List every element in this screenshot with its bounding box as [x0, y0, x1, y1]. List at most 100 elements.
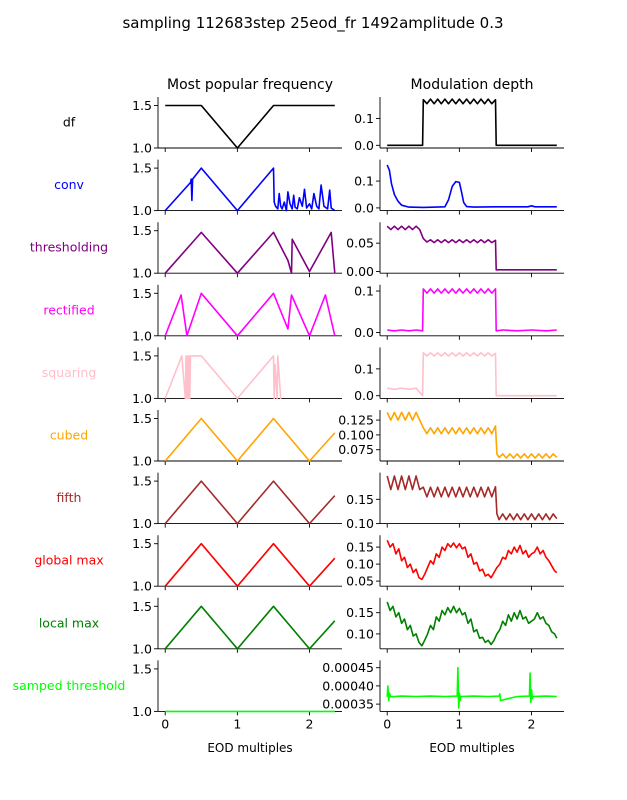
squaring-frequency-ytick-label: 1.0: [132, 391, 152, 406]
samped-threshold-depth-ytick-label: 0.00035: [322, 697, 374, 712]
squaring-frequency-series-line: [164, 355, 282, 400]
squaring-depth-ytick-label: 0.0: [354, 388, 374, 403]
df-row-label: df: [63, 115, 76, 130]
local-max-frequency-series-line: [164, 605, 336, 650]
fifth-frequency-ytick-label: 1.5: [132, 474, 152, 489]
global-max-row-label: global max: [34, 553, 103, 568]
conv-frequency-series-line: [164, 167, 336, 212]
df-frequency-ytick-label: 1.5: [132, 98, 152, 113]
samped-threshold-frequency-ytick-label: 1.5: [132, 661, 152, 676]
local-max-frequency-ytick-label: 1.0: [132, 641, 152, 656]
samped-threshold-row-label: samped threshold: [13, 678, 126, 693]
depth-xlabel: EOD multiples: [429, 741, 514, 755]
samped-threshold-depth-panel: 0.00035 0.00040 0.00045 0 1 2: [322, 660, 564, 731]
global-max-frequency-ytick-label: 1.0: [132, 579, 152, 594]
local-max-frequency-ytick-label: 1.5: [132, 599, 152, 614]
local-max-depth-series-line: [386, 601, 558, 647]
fifth-frequency-series-line: [164, 480, 336, 525]
fifth-depth-panel: 0.10 0.15: [346, 472, 564, 531]
df-depth-series-line: [387, 98, 557, 147]
thresholding-frequency-ytick-label: 1.0: [132, 266, 152, 281]
samped-threshold-depth-xtick-label: 2: [528, 716, 536, 731]
rectified-frequency-series-line: [164, 292, 336, 337]
conv-row-label: conv: [54, 177, 84, 192]
thresholding-frequency-panel: thresholding 1.0 1.5: [30, 222, 342, 281]
cubed-depth-ytick-label: 0.125: [338, 413, 374, 428]
samped-threshold-depth-xtick-label: 1: [455, 716, 463, 731]
squaring-depth-ytick-label: 0.1: [354, 361, 374, 376]
samped-threshold-depth-xtick-label: 0: [383, 716, 391, 731]
figure-suptitle: sampling 112683step 25eod_fr 1492amplitu…: [122, 14, 503, 33]
samped-threshold-frequency-xtick-label: 1: [233, 716, 241, 731]
thresholding-depth-panel: 0.00 0.05: [346, 222, 564, 279]
squaring-frequency-ytick-label: 1.5: [132, 348, 152, 363]
global-max-depth-panel: 0.05 0.10 0.15: [346, 535, 564, 591]
squaring-depth-series-line: [387, 351, 557, 397]
frequency-column-title: Most popular frequency: [167, 77, 333, 93]
rectified-frequency-panel: rectified 1.0 1.5: [43, 284, 342, 343]
global-max-depth-ytick-label: 0.10: [346, 557, 374, 572]
thresholding-frequency-ytick-label: 1.5: [132, 223, 152, 238]
local-max-frequency-panel: local max 1.0 1.5: [39, 597, 342, 656]
conv-frequency-ytick-label: 1.5: [132, 161, 152, 176]
global-max-frequency-panel: global max 1.0 1.5: [34, 535, 342, 594]
squaring-depth-panel: 0.0 0.1: [354, 347, 564, 403]
cubed-frequency-panel: cubed 1.0 1.5: [50, 410, 342, 469]
conv-depth-panel: 0.0 0.1: [354, 159, 564, 215]
df-depth-ytick-label: 0.1: [354, 111, 374, 126]
fifth-depth-ytick-label: 0.10: [346, 516, 374, 531]
df-frequency-series-line: [165, 104, 335, 149]
global-max-depth-ytick-label: 0.15: [346, 540, 374, 555]
rectified-frequency-ytick-label: 1.5: [132, 286, 152, 301]
local-max-row-label: local max: [39, 615, 99, 630]
samped-threshold-frequency-xtick-label: 2: [306, 716, 314, 731]
rectified-row-label: rectified: [43, 302, 94, 317]
cubed-frequency-ytick-label: 1.5: [132, 411, 152, 426]
fifth-frequency-ytick-label: 1.0: [132, 516, 152, 531]
df-depth-ytick-label: 0.0: [354, 138, 374, 153]
rectified-depth-ytick-label: 0.1: [354, 284, 374, 299]
fifth-row-label: fifth: [57, 490, 82, 505]
fifth-frequency-panel: fifth 1.0 1.5: [57, 472, 342, 531]
thresholding-frequency-series-line: [164, 231, 336, 275]
squaring-frequency-panel: squaring 1.0 1.5: [42, 347, 342, 406]
rectified-depth-series-line: [387, 288, 557, 332]
conv-frequency-panel: conv 1.0 1.5: [54, 159, 342, 218]
frequency-xlabel: EOD multiples: [207, 741, 292, 755]
cubed-frequency-ytick-label: 1.0: [132, 454, 152, 469]
squaring-row-label: squaring: [42, 365, 97, 380]
global-max-depth-series-line: [386, 539, 558, 581]
local-max-depth-ytick-label: 0.15: [346, 605, 374, 620]
samped-threshold-frequency-panel: samped threshold 1.0 1.5 0 1 2: [13, 660, 342, 731]
thresholding-depth-series-line: [386, 225, 557, 271]
global-max-frequency-series-line: [164, 542, 336, 588]
rectified-depth-ytick-label: 0.0: [354, 325, 374, 340]
samped-threshold-depth-ytick-label: 0.00040: [322, 678, 374, 693]
rectified-frequency-ytick-label: 1.0: [132, 328, 152, 343]
cubed-depth-ytick-label: 0.075: [338, 442, 374, 457]
global-max-frequency-ytick-label: 1.5: [132, 536, 152, 551]
samped-threshold-depth-ytick-label: 0.00045: [322, 660, 374, 675]
df-frequency-panel: df 1.0 1.5: [63, 97, 342, 156]
local-max-depth-ytick-label: 0.10: [346, 626, 374, 641]
cubed-row-label: cubed: [50, 428, 88, 443]
cubed-frequency-series-line: [164, 417, 336, 462]
df-frequency-ytick-label: 1.0: [132, 141, 152, 156]
local-max-depth-panel: 0.10 0.15: [346, 597, 564, 653]
depth-column-title: Modulation depth: [411, 77, 534, 93]
conv-depth-series-line: [386, 164, 557, 209]
df-depth-panel: 0.0 0.1: [354, 97, 564, 153]
fifth-depth-ytick-label: 0.15: [346, 492, 374, 507]
conv-depth-ytick-label: 0.1: [354, 174, 374, 189]
rectified-depth-panel: 0.0 0.1: [354, 284, 564, 340]
thresholding-depth-ytick-label: 0.00: [346, 264, 374, 279]
conv-depth-ytick-label: 0.0: [354, 200, 374, 215]
samped-threshold-frequency-xtick-label: 0: [161, 716, 169, 731]
cubed-depth-series-line: [386, 411, 558, 459]
thresholding-row-label: thresholding: [30, 240, 108, 255]
samped-threshold-depth-series-line: [386, 666, 557, 709]
global-max-depth-ytick-label: 0.05: [346, 574, 374, 589]
cubed-depth-ytick-label: 0.100: [338, 427, 374, 442]
